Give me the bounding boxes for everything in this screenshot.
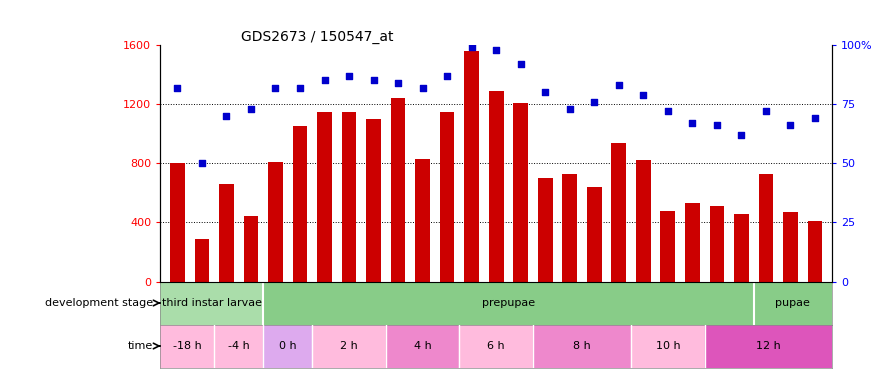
Point	[219, 113, 233, 119]
Bar	[514, 103, 528, 282]
Point	[808, 116, 822, 122]
Bar	[660, 210, 676, 282]
Bar	[636, 160, 651, 282]
Bar	[268, 162, 283, 282]
Bar	[758, 174, 773, 282]
Bar	[807, 221, 822, 282]
Point	[465, 44, 479, 50]
Text: development stage: development stage	[45, 298, 153, 308]
Point	[416, 85, 430, 91]
Bar	[465, 51, 479, 282]
Bar	[562, 174, 577, 282]
Bar	[631, 324, 705, 368]
Text: -18 h: -18 h	[173, 341, 201, 351]
Point	[783, 122, 797, 128]
Point	[685, 120, 700, 126]
Bar	[391, 98, 406, 282]
Bar	[734, 213, 748, 282]
Bar	[705, 324, 832, 368]
Text: 4 h: 4 h	[414, 341, 432, 351]
Text: third instar larvae: third instar larvae	[162, 298, 262, 308]
Bar	[317, 111, 332, 282]
Text: 6 h: 6 h	[488, 341, 505, 351]
Text: 8 h: 8 h	[573, 341, 591, 351]
Bar	[263, 324, 312, 368]
Bar	[533, 324, 631, 368]
Bar	[312, 324, 386, 368]
Bar	[342, 111, 356, 282]
Point	[490, 47, 504, 53]
Point	[734, 132, 748, 138]
Bar	[195, 238, 209, 282]
Bar	[587, 187, 602, 282]
Bar	[459, 324, 533, 368]
Bar	[263, 282, 754, 324]
Point	[170, 85, 184, 91]
Point	[759, 108, 773, 114]
Point	[636, 92, 651, 98]
Text: -4 h: -4 h	[228, 341, 249, 351]
Bar	[386, 324, 459, 368]
Point	[244, 106, 258, 112]
Point	[514, 61, 528, 67]
Text: pupae: pupae	[775, 298, 811, 308]
Bar	[219, 184, 234, 282]
Bar	[366, 119, 381, 282]
Bar	[160, 282, 263, 324]
Text: 0 h: 0 h	[279, 341, 296, 351]
Bar	[489, 91, 504, 282]
Point	[440, 73, 454, 79]
Bar	[244, 216, 258, 282]
Point	[709, 122, 724, 128]
Point	[342, 73, 356, 79]
Point	[367, 78, 381, 84]
Point	[660, 108, 675, 114]
Bar	[611, 142, 627, 282]
Bar	[709, 206, 724, 282]
Text: 12 h: 12 h	[756, 341, 781, 351]
Bar	[538, 178, 553, 282]
Bar	[783, 212, 797, 282]
Text: prepupae: prepupae	[481, 298, 535, 308]
Bar	[416, 159, 430, 282]
Bar	[293, 126, 307, 282]
Text: 2 h: 2 h	[340, 341, 358, 351]
Point	[195, 160, 209, 166]
Point	[611, 82, 626, 88]
Bar	[214, 324, 263, 368]
Bar	[685, 203, 700, 282]
Point	[391, 80, 405, 86]
Point	[269, 85, 283, 91]
Bar	[170, 163, 185, 282]
Bar	[754, 282, 832, 324]
Point	[562, 106, 577, 112]
Point	[318, 78, 332, 84]
Point	[293, 85, 307, 91]
Point	[587, 99, 602, 105]
Bar	[160, 324, 214, 368]
Text: time: time	[128, 341, 153, 351]
Point	[538, 89, 553, 95]
Bar	[440, 111, 455, 282]
Text: GDS2673 / 150547_at: GDS2673 / 150547_at	[241, 30, 393, 44]
Text: 10 h: 10 h	[656, 341, 680, 351]
